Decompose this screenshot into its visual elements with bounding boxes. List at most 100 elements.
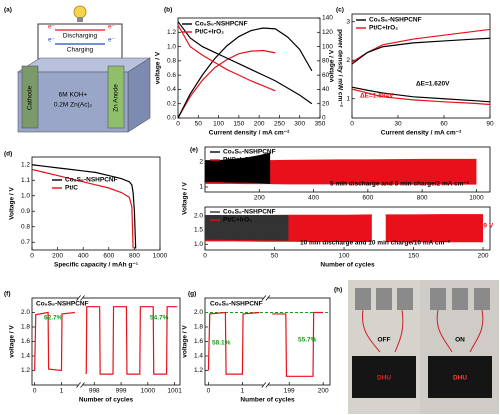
x-tick-label: 1 [241, 388, 245, 395]
y-axis-label: voltage / V [155, 51, 162, 84]
series-line [205, 152, 271, 162]
break-mark [76, 295, 81, 301]
plot-frame [31, 156, 161, 251]
y-tick-label: 1.8 [194, 324, 203, 331]
series-line [177, 24, 276, 92]
x-tick-label: 998 [89, 388, 100, 395]
x-tick-label: 400 [78, 253, 89, 260]
series-line [351, 28, 491, 63]
electrolyte-label: 0.2M Zn(Ac)₂ [54, 102, 93, 109]
legend-label: Co₉S₈-NSHPCNF [223, 149, 276, 156]
y2-tick-label: 40 [322, 86, 330, 93]
y2-tick-label: 140 [322, 15, 333, 22]
y-tick-label: 0.2 [167, 100, 176, 107]
annotation: 54.7% [150, 315, 169, 322]
y-axis-label: voltage / V [9, 325, 16, 358]
y-tick-label: 1.4 [21, 353, 30, 360]
series-line [177, 49, 276, 119]
legend-label: Co₉S₈-NSHPCNF [369, 17, 422, 24]
x-tick-label: 1000 [469, 195, 484, 202]
y-tick-label: 1.2 [21, 161, 30, 168]
wire [37, 23, 123, 70]
y2-tick-label: 80 [322, 58, 330, 65]
x-tick-label: 600 [362, 195, 373, 202]
x-tick-label: 0 [207, 388, 211, 395]
series-line [207, 311, 324, 377]
y-tick-label: 1.1 [21, 177, 30, 184]
cathode-label: Cathode [27, 85, 34, 110]
battery-device [452, 288, 468, 310]
x-tick-label: 30 [394, 121, 402, 128]
x-tick-label: 150 [408, 253, 419, 260]
series-line [351, 86, 491, 103]
panel-label: (b) [164, 7, 172, 14]
y-tick-label: 3 [346, 18, 350, 25]
y-tick-label: 1.5 [194, 227, 203, 234]
y-tick-label: 1 [199, 184, 203, 191]
series-line [351, 37, 491, 65]
y-tick-label: 1.2 [194, 367, 203, 374]
bulb [73, 5, 87, 19]
electron-label: e⁻ [108, 24, 116, 31]
y-tick-label: 1 [346, 95, 350, 102]
discharge-line [205, 180, 271, 184]
x-tick-label: 50 [271, 253, 279, 260]
cycling-band [205, 159, 477, 184]
legend-label: Pt/C+IrO₂ [223, 157, 252, 164]
x-tick-label: 200 [52, 253, 63, 260]
x-tick-label: 199 [284, 388, 295, 395]
y2-tick-label: 60 [322, 72, 330, 79]
electron-label: e⁻ [48, 24, 56, 31]
cycling-band [205, 215, 289, 240]
y-tick-label: 0.9 [21, 208, 30, 215]
x-tick-label: 50 [195, 121, 203, 128]
anode-label: Zn Anode [113, 84, 120, 112]
y2-tick-label: 0 [322, 115, 326, 122]
off-label: OFF [378, 337, 391, 344]
x-tick-label: 100 [213, 121, 224, 128]
battery-device [355, 288, 371, 310]
battery-device [397, 288, 413, 310]
charging-label: Charging [67, 47, 94, 54]
y-tick-label: 0.7 [21, 239, 30, 246]
annotation: 5 min discharge and 5 min charge/2 mA cm… [330, 181, 470, 188]
break-mark [265, 295, 271, 301]
break-mark [261, 295, 267, 301]
y-axis-label: Voltage / V [9, 186, 16, 219]
x-tick-label: 1000 [141, 388, 156, 395]
y-tick-label: 0.0 [167, 115, 176, 122]
anode [107, 65, 125, 129]
plot-frame [31, 297, 181, 386]
battery-illustration: (a) Discharging Charging e⁻ e⁻ e⁻ e⁻ Cat… [4, 5, 152, 133]
break-mark [80, 382, 85, 388]
cathode [21, 65, 39, 129]
x-tick-label: 0 [203, 253, 207, 260]
legend-label: Co₉S₈-NSHPCNF [210, 301, 263, 308]
y2-tick-label: 100 [322, 43, 333, 50]
y-tick-label: 2.0 [21, 309, 30, 316]
y-tick-label: 1.4 [194, 353, 203, 360]
x-axis-label: Number of cycles [320, 262, 375, 269]
legend-label: Co₉S₈-NSHPCNF [65, 177, 118, 184]
series-line [177, 21, 313, 105]
y-tick-label: 2.0 [194, 309, 203, 316]
x-tick-label: 1 [60, 388, 64, 395]
led-panel [352, 356, 416, 398]
break-mark [76, 382, 81, 388]
y-tick-label: 1.2 [21, 367, 30, 374]
battery-device [474, 288, 490, 310]
annotation: 62.7% [44, 315, 63, 322]
annotation: ΔE=1.884V [360, 93, 394, 100]
break-mark [80, 295, 85, 301]
y-tick-label: 0.8 [167, 58, 176, 65]
annotation: 58.1% [212, 340, 231, 347]
panel-label: (a) [4, 7, 12, 14]
x-tick-label: 0 [30, 253, 34, 260]
x-tick-label: 250 [274, 121, 285, 128]
battery-device [376, 288, 392, 310]
discharging-label: Discharging [63, 33, 98, 40]
cycling-band [385, 214, 484, 242]
panel-label: (f) [4, 291, 11, 298]
panel-label: (e) [190, 147, 198, 154]
